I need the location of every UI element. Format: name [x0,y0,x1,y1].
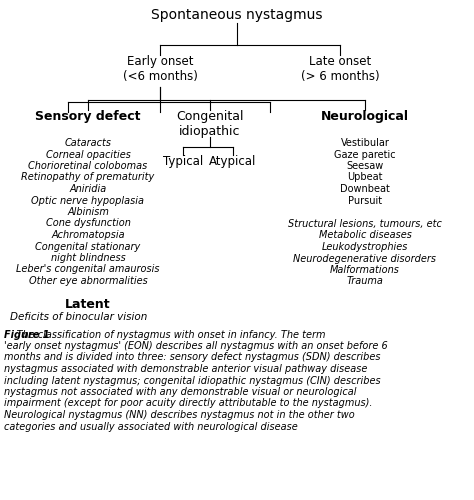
Text: Neurological nystagmus (NN) describes nystagmus not in the other two: Neurological nystagmus (NN) describes ny… [4,410,355,420]
Text: 'early onset nystagmus' (EON) describes all nystagmus with an onset before 6: 'early onset nystagmus' (EON) describes … [4,341,388,351]
Text: Trauma: Trauma [346,276,383,286]
Text: Leber's congenital amaurosis: Leber's congenital amaurosis [16,264,160,274]
Text: Optic nerve hypoplasia: Optic nerve hypoplasia [31,196,145,205]
Text: Cone dysfunction: Cone dysfunction [46,218,130,228]
Text: Cataracts: Cataracts [64,138,111,148]
Text: Typical: Typical [163,155,203,168]
Text: Upbeat: Upbeat [347,172,383,182]
Text: The classification of nystagmus with onset in infancy. The term: The classification of nystagmus with ons… [4,330,326,340]
Text: months and is divided into three: sensory defect nystagmus (SDN) describes: months and is divided into three: sensor… [4,352,381,362]
Text: nystagmus not associated with any demonstrable visual or neurological: nystagmus not associated with any demons… [4,387,356,397]
Text: Albinism: Albinism [67,207,109,217]
Text: night blindness: night blindness [51,253,126,263]
Text: Late onset
(> 6 months): Late onset (> 6 months) [301,55,379,83]
Text: nystagmus associated with demonstrable anterior visual pathway disease: nystagmus associated with demonstrable a… [4,364,367,374]
Text: Achromatopsia: Achromatopsia [51,230,125,240]
Text: Aniridia: Aniridia [69,184,107,194]
Text: including latent nystagmus; congenital idiopathic nystagmus (CIN) describes: including latent nystagmus; congenital i… [4,376,381,386]
Text: categories and usually associated with neurological disease: categories and usually associated with n… [4,422,298,432]
Text: Neurological: Neurological [321,110,409,123]
Text: Vestibular: Vestibular [340,138,390,148]
Text: Deficits of binocular vision: Deficits of binocular vision [10,312,147,322]
Text: Metabolic diseases: Metabolic diseases [319,230,411,240]
Text: impairment (except for poor acuity directly attributable to the nystagmus).: impairment (except for poor acuity direc… [4,398,373,408]
Text: Early onset
(<6 months): Early onset (<6 months) [123,55,198,83]
Text: Pursuit: Pursuit [348,196,382,205]
Text: Structural lesions, tumours, etc: Structural lesions, tumours, etc [288,219,442,229]
Text: Other eye abnormalities: Other eye abnormalities [28,276,147,286]
Text: Downbeat: Downbeat [340,184,390,194]
Text: Retinopathy of prematurity: Retinopathy of prematurity [21,172,155,182]
Text: Chorioretinal colobomas: Chorioretinal colobomas [28,161,147,171]
Text: Malformations: Malformations [330,265,400,275]
Text: Figure 1: Figure 1 [4,330,49,340]
Text: Atypical: Atypical [210,155,257,168]
Text: Latent: Latent [65,298,111,310]
Text: Spontaneous nystagmus: Spontaneous nystagmus [151,8,323,22]
Text: Corneal opacities: Corneal opacities [46,150,130,160]
Text: Congenital
idiopathic: Congenital idiopathic [176,110,244,138]
Text: Seesaw: Seesaw [346,161,383,171]
Text: Congenital stationary: Congenital stationary [36,242,141,252]
Text: Sensory defect: Sensory defect [35,110,141,123]
Text: Gaze paretic: Gaze paretic [334,150,396,160]
Text: Neurodegenerative disorders: Neurodegenerative disorders [293,254,437,264]
Text: Leukodystrophies: Leukodystrophies [322,242,408,252]
